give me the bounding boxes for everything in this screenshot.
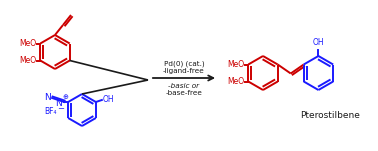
Text: ⊕: ⊕	[62, 94, 68, 100]
Text: N: N	[56, 98, 62, 108]
Text: N: N	[44, 93, 51, 103]
Text: BF₄: BF₄	[44, 108, 56, 117]
Text: OH: OH	[103, 95, 115, 104]
Text: −: −	[57, 104, 64, 114]
Text: MeO: MeO	[19, 56, 36, 65]
Text: -ligand-free: -ligand-free	[163, 68, 205, 74]
Text: -base-free: -base-free	[166, 90, 203, 96]
Text: Pd(0) (cat.): Pd(0) (cat.)	[164, 61, 204, 67]
Text: OH: OH	[313, 38, 324, 47]
Text: Pterostilbene: Pterostilbene	[300, 111, 360, 119]
Text: MeO: MeO	[19, 39, 36, 48]
Text: MeO: MeO	[227, 77, 244, 86]
Text: MeO: MeO	[227, 60, 244, 69]
Text: -basic or: -basic or	[169, 83, 200, 89]
